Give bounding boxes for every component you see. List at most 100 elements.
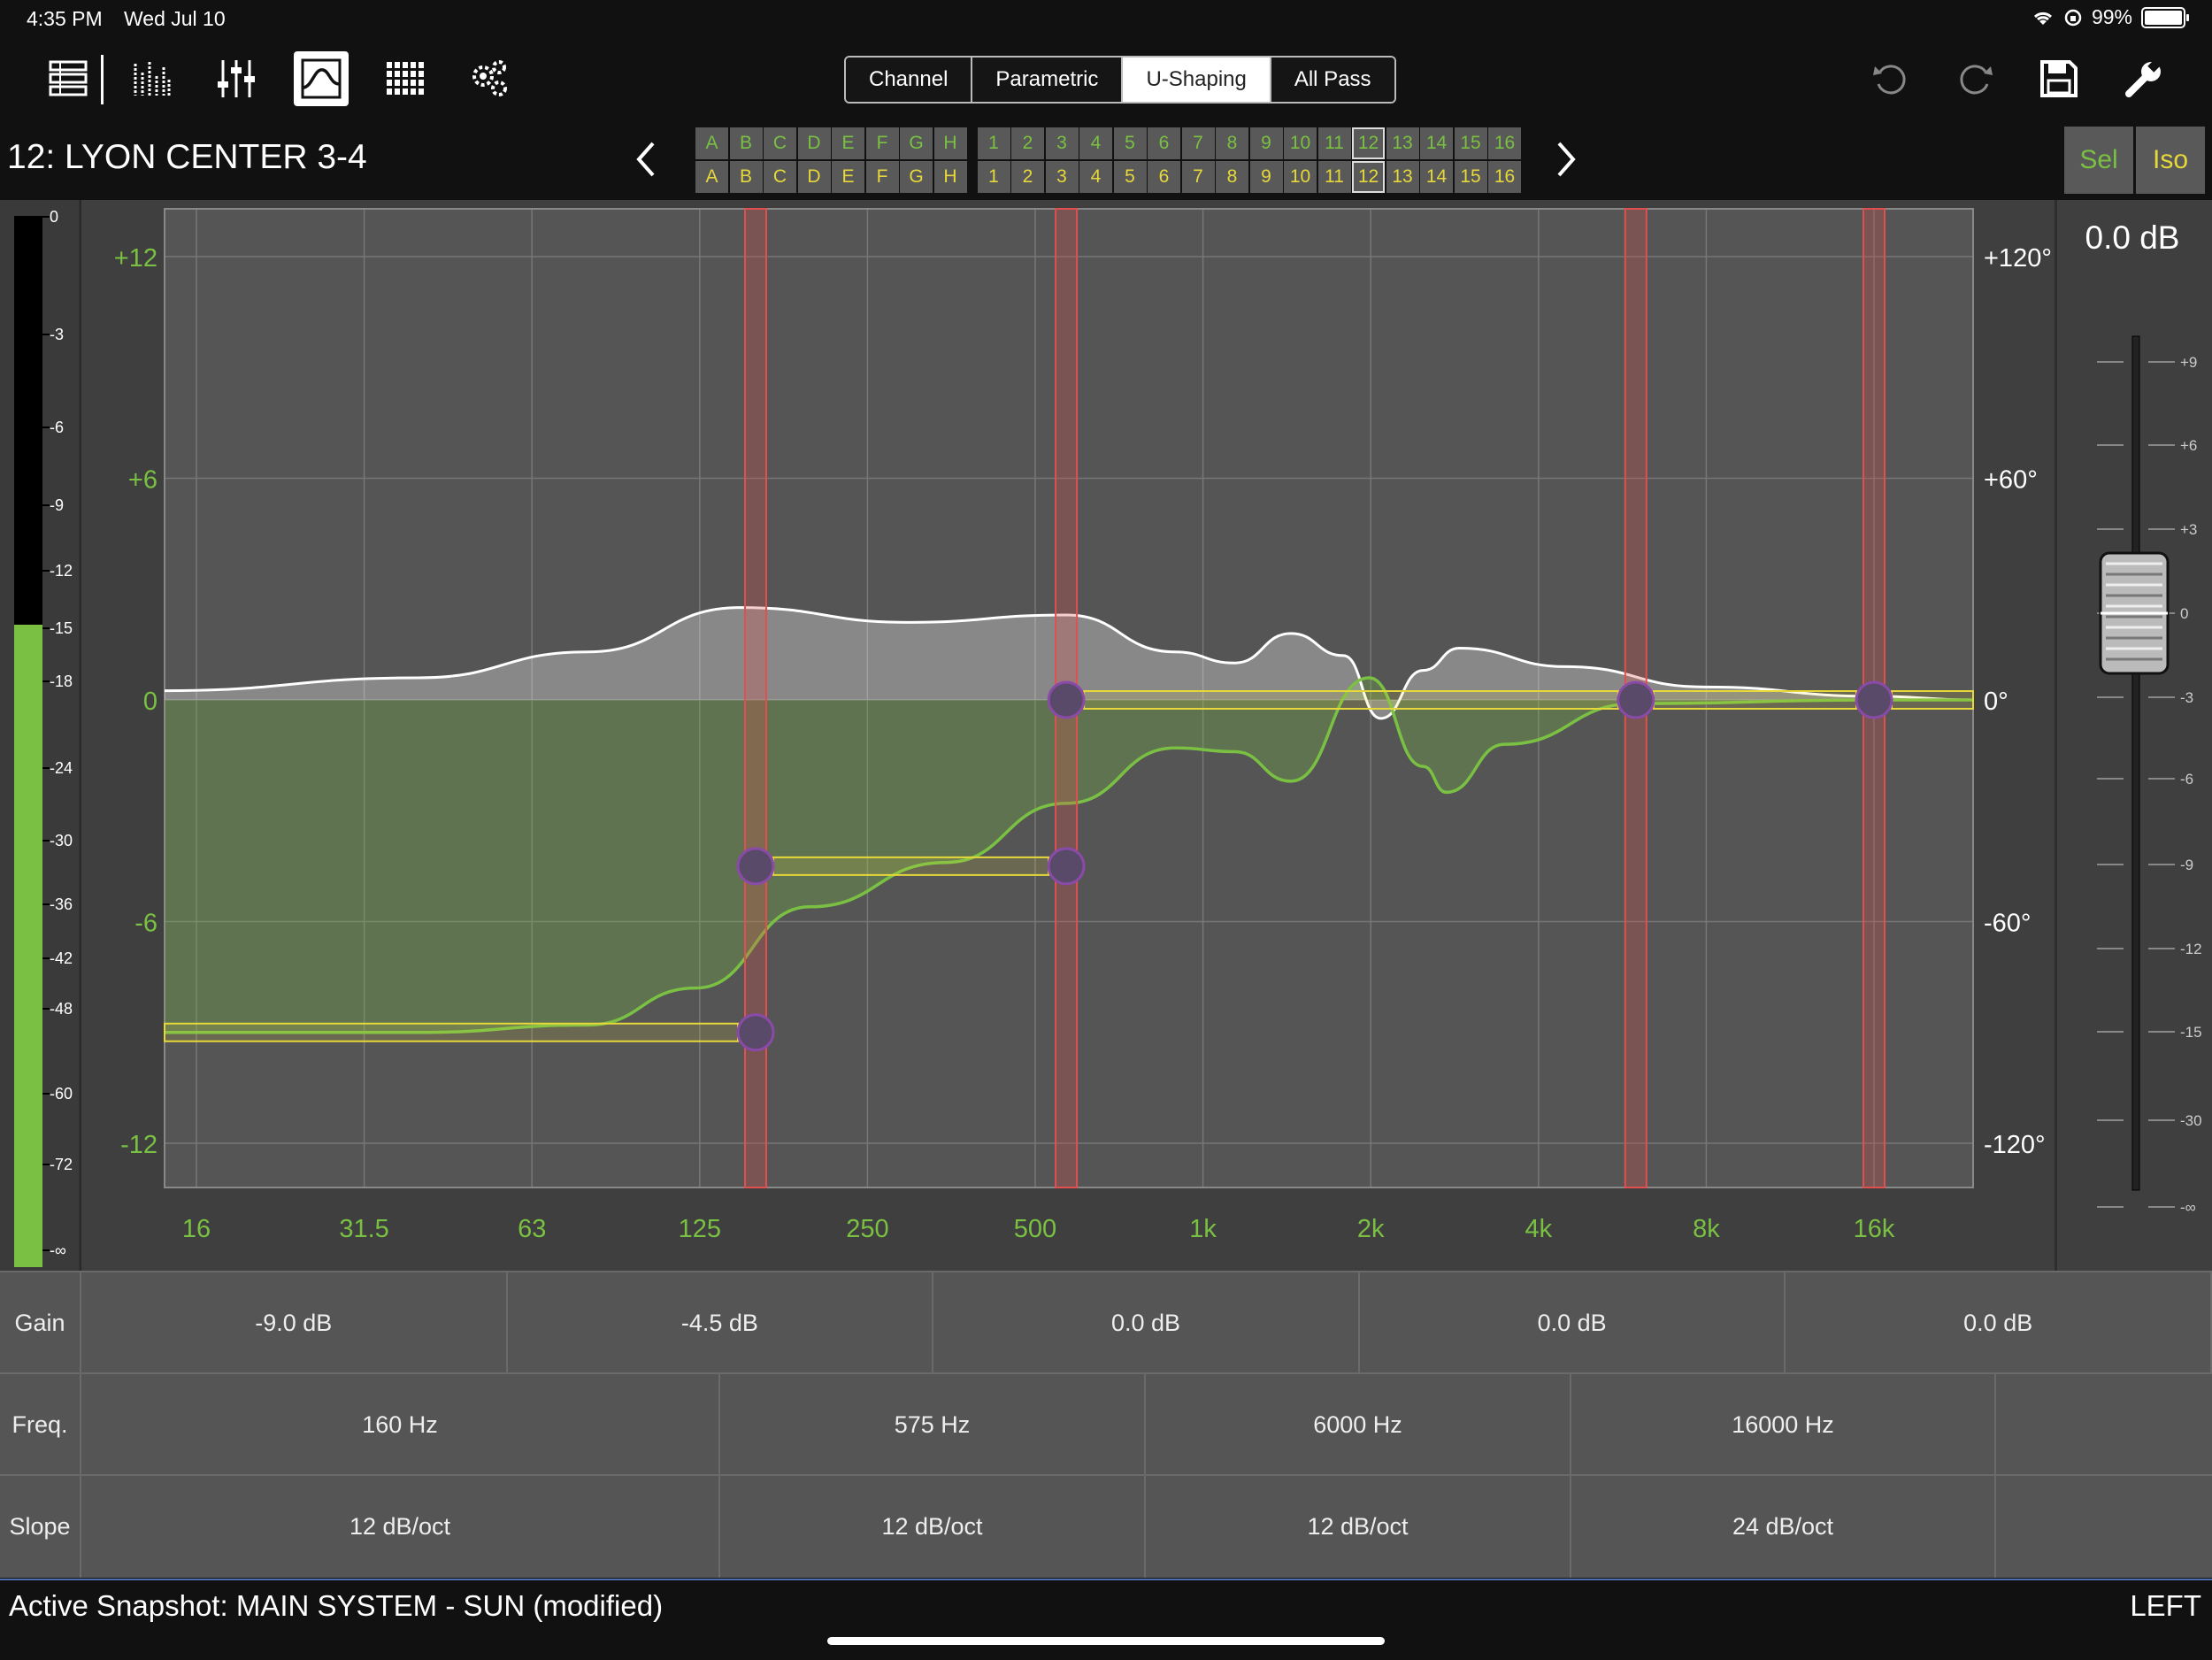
channel-cell-a[interactable]: A — [695, 161, 728, 193]
channel-cell-9[interactable]: 9 — [1249, 161, 1283, 193]
channel-cell-9[interactable]: 9 — [1249, 127, 1283, 159]
gain-value-cell[interactable]: -4.5 dB — [508, 1272, 934, 1374]
channel-cell-b[interactable]: B — [729, 161, 763, 193]
channel-cell-12[interactable]: 12 — [1352, 127, 1385, 159]
channel-cell-4[interactable]: 4 — [1079, 161, 1112, 193]
channel-cell-16[interactable]: 16 — [1488, 127, 1521, 159]
grid-matrix-button[interactable] — [377, 51, 432, 106]
undo-button[interactable] — [1863, 51, 1918, 106]
channel-cell-16[interactable]: 16 — [1488, 161, 1521, 193]
channel-cell-3[interactable]: 3 — [1045, 161, 1079, 193]
fader-scale-label: -6 — [2180, 771, 2193, 788]
redo-button[interactable] — [1947, 51, 2002, 106]
slope-value-cell[interactable]: 12 dB/oct — [720, 1476, 1146, 1578]
band-handle[interactable] — [736, 1013, 775, 1052]
channel-cell-12[interactable]: 12 — [1352, 161, 1385, 193]
channel-cell-f[interactable]: F — [865, 161, 899, 193]
tab-parametric[interactable]: Parametric — [972, 58, 1124, 102]
channel-cell-1[interactable]: 1 — [977, 127, 1010, 159]
slope-value-cell[interactable]: 12 dB/oct — [81, 1476, 720, 1578]
list-view-button[interactable] — [41, 51, 96, 106]
next-channel-button[interactable] — [1548, 133, 1584, 186]
channel-cell-15[interactable]: 15 — [1454, 127, 1487, 159]
band-handle[interactable] — [1047, 680, 1086, 719]
channel-cell-13[interactable]: 13 — [1386, 127, 1419, 159]
channel-cell-6[interactable]: 6 — [1148, 127, 1180, 159]
band-handle[interactable] — [1855, 680, 1893, 719]
channel-cell-c[interactable]: C — [764, 127, 796, 159]
channel-cell-g[interactable]: G — [900, 161, 933, 193]
gain-value-cell[interactable]: 0.0 dB — [933, 1272, 1360, 1374]
eq-graph[interactable]: 1631.5631252505001k2k4k8k16k+18+180°+12+… — [81, 200, 2055, 1271]
freq-value-cell[interactable]: 16000 Hz — [1571, 1374, 1996, 1476]
channel-cell-8[interactable]: 8 — [1216, 161, 1248, 193]
channel-cell-d[interactable]: D — [797, 127, 831, 159]
phase-axis-label: -120° — [1984, 1131, 2046, 1159]
gain-value-cell[interactable]: -9.0 dB — [81, 1272, 508, 1374]
save-button[interactable] — [2032, 51, 2086, 106]
channel-cell-7[interactable]: 7 — [1181, 161, 1215, 193]
gain-handle-bar[interactable] — [1083, 690, 1619, 710]
tools-button[interactable] — [2116, 51, 2171, 106]
meter-label: -24 — [50, 759, 73, 777]
channel-cell-11[interactable]: 11 — [1317, 127, 1351, 159]
channel-cell-h[interactable]: H — [933, 161, 967, 193]
slope-value-cell[interactable]: 24 dB/oct — [1571, 1476, 1996, 1578]
chevron-left-icon — [636, 142, 655, 177]
band-handle[interactable] — [736, 847, 775, 886]
channel-cell-e[interactable]: E — [832, 127, 864, 159]
channel-cell-13[interactable]: 13 — [1386, 161, 1419, 193]
settings-button[interactable] — [462, 51, 517, 106]
channel-cell-14[interactable]: 14 — [1420, 161, 1453, 193]
channel-cell-f[interactable]: F — [865, 127, 899, 159]
channel-cell-14[interactable]: 14 — [1420, 127, 1453, 159]
channel-cell-6[interactable]: 6 — [1148, 161, 1180, 193]
gain-value-cell[interactable]: 0.0 dB — [1360, 1272, 1786, 1374]
channel-cell-b[interactable]: B — [729, 127, 763, 159]
master-fader[interactable]: +9 +6 +3 0 -3 -6 -9 -12 -15 -30 -∞ — [2062, 319, 2212, 1221]
channel-cell-e[interactable]: E — [832, 161, 864, 193]
channel-cell-c[interactable]: C — [764, 161, 796, 193]
channel-cell-h[interactable]: H — [933, 127, 967, 159]
channel-cell-1[interactable]: 1 — [977, 161, 1010, 193]
faders-button[interactable] — [209, 51, 264, 106]
gain-handle-bar[interactable] — [1652, 690, 1857, 710]
meters-button[interactable] — [124, 51, 179, 106]
tab-all-pass[interactable]: All Pass — [1271, 58, 1394, 102]
gain-handle-bar[interactable] — [772, 856, 1050, 876]
gain-value-cell[interactable]: 0.0 dB — [1786, 1272, 2212, 1374]
channel-cell-10[interactable]: 10 — [1284, 127, 1317, 159]
channel-cell-2[interactable]: 2 — [1011, 161, 1044, 193]
gain-handle-bar[interactable] — [1891, 690, 1974, 710]
freq-value-cell[interactable]: 6000 Hz — [1146, 1374, 1571, 1476]
tab-u-shaping[interactable]: U-Shaping — [1123, 58, 1271, 102]
channel-cell-2[interactable]: 2 — [1011, 127, 1044, 159]
channel-name: 12: LYON CENTER 3-4 — [7, 138, 367, 176]
freq-value-cell[interactable]: 160 Hz — [81, 1374, 720, 1476]
band-handle[interactable] — [1047, 847, 1086, 886]
channel-cell-11[interactable]: 11 — [1317, 161, 1351, 193]
freq-value-cell[interactable]: 575 Hz — [720, 1374, 1146, 1476]
eq-curve-button[interactable] — [294, 51, 349, 106]
tab-channel[interactable]: Channel — [846, 58, 973, 102]
channel-cell-3[interactable]: 3 — [1045, 127, 1079, 159]
channel-cell-15[interactable]: 15 — [1454, 161, 1487, 193]
gain-handle-bar[interactable] — [164, 1022, 739, 1042]
channel-cell-a[interactable]: A — [695, 127, 728, 159]
meter-label: -∞ — [50, 1241, 66, 1259]
channel-cell-5[interactable]: 5 — [1113, 127, 1147, 159]
fader-knob[interactable] — [2099, 551, 2170, 675]
band-handle[interactable] — [1617, 680, 1655, 719]
sel-button[interactable]: Sel — [2064, 127, 2133, 194]
channel-cell-10[interactable]: 10 — [1284, 161, 1317, 193]
slope-value-cell[interactable]: 12 dB/oct — [1146, 1476, 1571, 1578]
prev-channel-button[interactable] — [628, 133, 664, 186]
iso-button[interactable]: Iso — [2136, 127, 2205, 194]
channel-cell-d[interactable]: D — [797, 161, 831, 193]
channel-cell-8[interactable]: 8 — [1216, 127, 1248, 159]
channel-cell-7[interactable]: 7 — [1181, 127, 1215, 159]
channel-cell-5[interactable]: 5 — [1113, 161, 1147, 193]
channel-cell-g[interactable]: G — [900, 127, 933, 159]
channel-cell-4[interactable]: 4 — [1079, 127, 1112, 159]
channel-row-yellow: A B C D E F G H 1 2 3 4 5 6 7 8 9 10 11 12 13 14 15 16 — [695, 161, 1523, 195]
